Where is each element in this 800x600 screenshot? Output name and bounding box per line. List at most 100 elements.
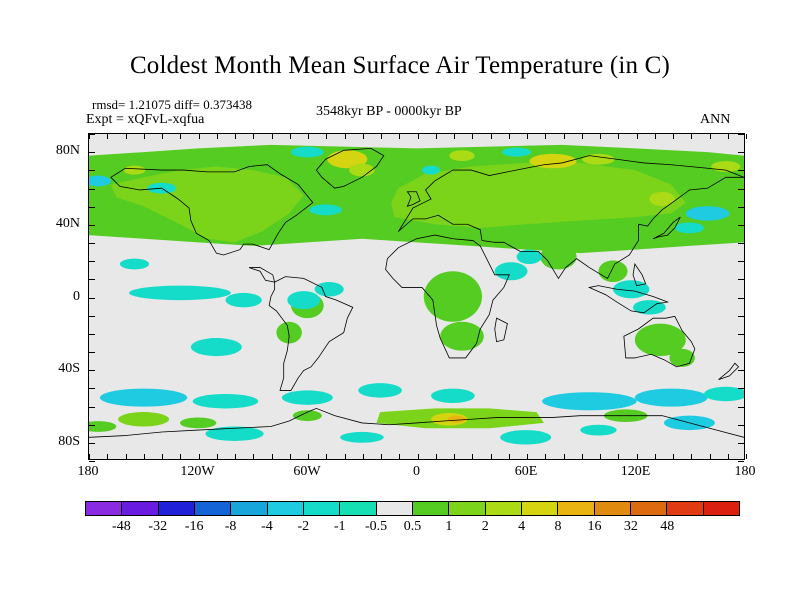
x-axis-tick <box>490 134 492 139</box>
x-axis-tick <box>600 454 601 459</box>
y-axis-tick <box>738 261 744 263</box>
colorbar-swatch <box>630 502 668 515</box>
y-axis-tick <box>89 279 95 281</box>
y-axis-tick <box>738 297 744 299</box>
x-axis-tick <box>107 134 109 139</box>
colorbar-tick-label: -1 <box>333 519 346 534</box>
period-annotation: 3548kyr BP - 0000kyr BP <box>316 104 462 119</box>
x-axis-tick <box>727 134 729 139</box>
map-plot-area <box>88 133 747 462</box>
x-axis-tick <box>600 134 601 139</box>
x-axis-tick <box>673 134 674 139</box>
x-axis-tick <box>308 454 309 459</box>
x-axis-tick <box>271 134 273 139</box>
y-axis-tick <box>89 297 95 299</box>
x-axis-tick <box>709 454 711 459</box>
x-axis-tick <box>654 454 656 459</box>
x-axis-tick <box>636 134 638 139</box>
x-axis-tick <box>472 134 474 139</box>
colorbar-tick-label: 8 <box>554 519 562 534</box>
x-axis-tick <box>362 134 364 139</box>
colorbar-swatch <box>703 502 739 515</box>
colorbar-tick-label: 32 <box>623 519 638 534</box>
colorbar-swatch <box>122 502 159 515</box>
x-axis-tick <box>472 454 474 459</box>
colorbar-swatch <box>521 502 559 515</box>
y-axis-tick <box>738 152 744 154</box>
y-axis-tick <box>738 224 744 226</box>
x-axis-tick <box>198 134 200 139</box>
page-title: Coldest Month Mean Surface Air Temperatu… <box>129 52 671 79</box>
x-axis-tick <box>746 134 747 139</box>
x-axis-tick <box>216 454 218 459</box>
colorbar-tick-label: -16 <box>184 519 204 534</box>
colorbar-swatch <box>340 502 377 515</box>
x-axis-tick <box>308 134 309 139</box>
x-axis-tick <box>563 454 565 459</box>
x-axis-tick <box>289 134 291 139</box>
y-axis-tick <box>89 370 95 372</box>
colorbar-tick-label: -0.5 <box>365 519 388 534</box>
x-axis-tick <box>89 454 90 459</box>
y-axis-tick <box>738 424 744 426</box>
y-axis-tick <box>738 206 744 208</box>
x-axis-tick <box>618 134 620 139</box>
x-axis-tick <box>253 134 255 139</box>
x-axis-tick-label: 120W <box>180 464 215 479</box>
x-axis-tick <box>581 134 583 139</box>
colorbar-swatch <box>412 502 450 515</box>
x-axis-tick <box>125 454 127 459</box>
colorbar-swatch <box>267 502 304 515</box>
x-axis-tick <box>216 134 218 139</box>
y-axis-tick <box>738 370 744 372</box>
x-axis-tick <box>235 134 236 139</box>
y-axis-tick <box>89 424 95 426</box>
y-axis-tick <box>738 461 744 462</box>
x-axis-tick <box>89 134 90 139</box>
x-axis-tick-label: 120E <box>620 464 651 479</box>
x-axis-tick <box>545 454 547 459</box>
y-axis-tick <box>738 352 744 353</box>
y-axis-tick <box>738 279 744 281</box>
y-axis-tick <box>738 315 744 317</box>
y-axis-tick-label: 80S <box>58 433 80 449</box>
y-axis-tick <box>89 206 95 208</box>
y-axis-tick <box>738 188 744 190</box>
experiment-annotation: Expt = xQFvL-xqfua <box>86 112 205 127</box>
colorbar-swatch <box>194 502 232 515</box>
x-axis-tick <box>180 454 182 459</box>
x-axis-tick <box>235 454 236 459</box>
x-axis-tick <box>143 454 145 459</box>
y-axis-tick <box>738 333 744 335</box>
colorbar-tick-label: 0.5 <box>403 519 422 534</box>
x-axis-tick-label: 0 <box>413 464 420 479</box>
y-axis-tick <box>89 243 95 244</box>
colorbar-swatch <box>303 502 341 515</box>
x-axis-tick <box>454 454 455 459</box>
x-axis-tick <box>417 454 419 459</box>
x-axis-tick <box>326 134 328 139</box>
colorbar-swatch <box>558 502 595 515</box>
colorbar-tick-label: 48 <box>660 519 675 534</box>
y-axis-tick <box>738 243 744 244</box>
y-axis-tick <box>738 406 744 408</box>
y-axis-tick <box>89 352 95 353</box>
x-axis-tick <box>727 454 729 459</box>
colorbar-tick-label: -2 <box>297 519 310 534</box>
x-axis-tick <box>527 454 528 459</box>
colorbar-tick-label: 16 <box>587 519 602 534</box>
season-annotation: ANN <box>700 112 731 127</box>
y-axis-tick <box>89 152 95 154</box>
x-axis-tick <box>563 134 565 139</box>
x-axis-tick <box>636 454 638 459</box>
x-axis-tick <box>508 134 510 139</box>
x-axis-tick <box>326 454 328 459</box>
colorbar-swatch <box>667 502 704 515</box>
y-axis-tick <box>89 442 95 444</box>
y-axis-tick-label: 0 <box>73 288 80 304</box>
y-axis-tick <box>738 134 744 135</box>
x-axis-tick <box>107 454 109 459</box>
x-axis-tick <box>253 454 255 459</box>
y-axis-tick <box>89 261 95 263</box>
x-axis-tick <box>198 454 200 459</box>
